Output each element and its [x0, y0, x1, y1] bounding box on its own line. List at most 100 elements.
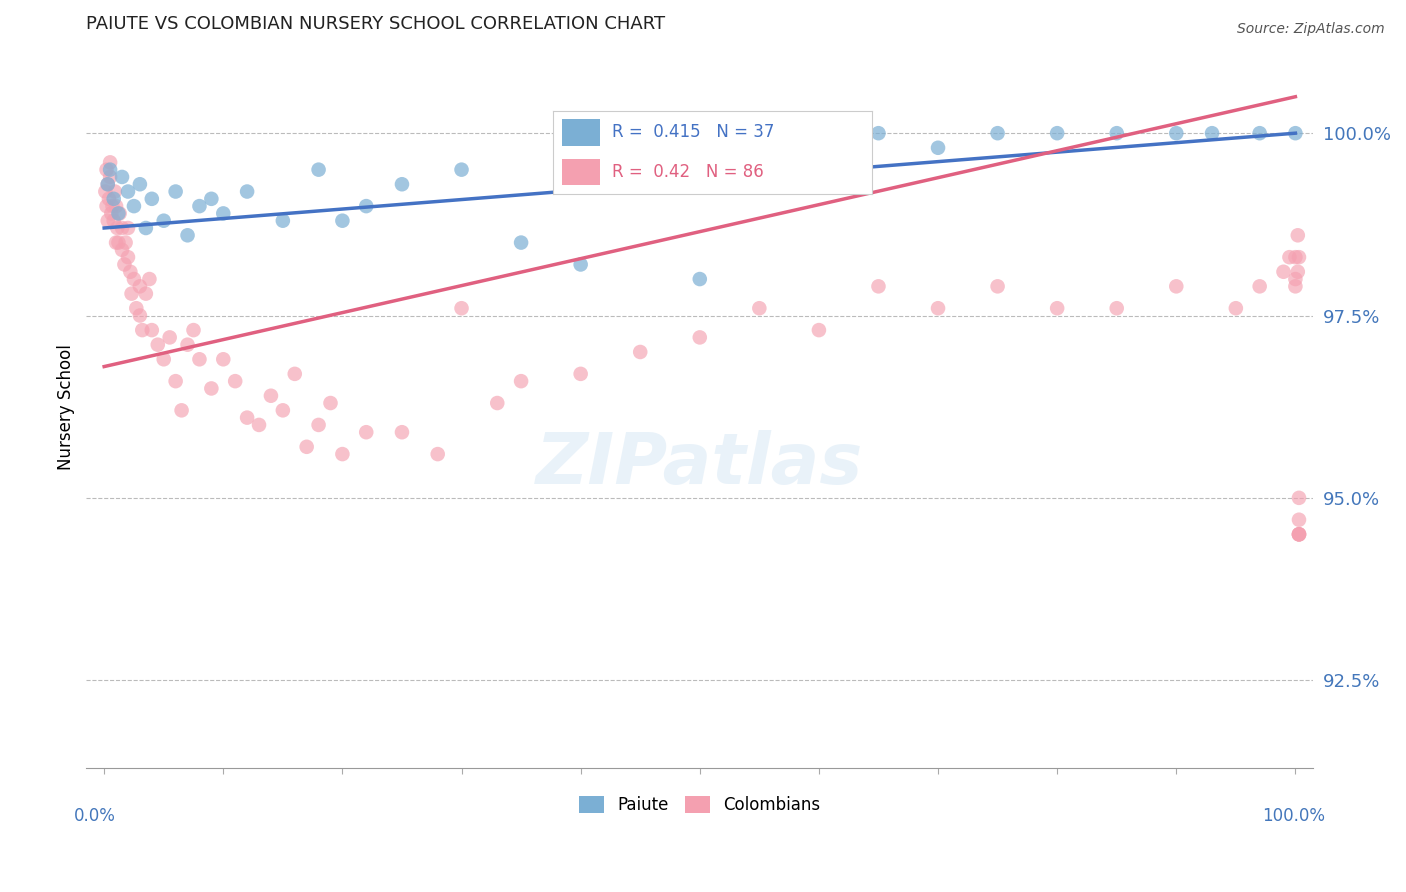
Point [1288, 527, 1310, 541]
Legend: Paiute, Colombians: Paiute, Colombians [572, 789, 827, 821]
Point [831, 162, 853, 177]
Point [94, 185, 117, 199]
Point [212, 352, 235, 367]
Y-axis label: Nursery School: Nursery School [58, 343, 75, 469]
Point [97, 178, 120, 192]
Point [569, 257, 592, 271]
Point [183, 323, 205, 337]
Point [1166, 126, 1188, 140]
Point [152, 213, 174, 227]
Point [125, 301, 148, 316]
Point [105, 235, 128, 250]
Point [97, 178, 120, 192]
Point [308, 417, 330, 432]
Point [927, 141, 949, 155]
Text: PAIUTE VS COLOMBIAN NURSERY SCHOOL CORRELATION CHART: PAIUTE VS COLOMBIAN NURSERY SCHOOL CORRE… [86, 15, 665, 33]
Point [510, 235, 533, 250]
Point [1046, 301, 1069, 316]
Point [101, 199, 124, 213]
Point [319, 396, 342, 410]
Point [1288, 250, 1310, 264]
Point [212, 206, 235, 220]
Point [450, 162, 472, 177]
Point [122, 199, 145, 213]
Point [354, 425, 377, 440]
Point [260, 389, 283, 403]
Point [96, 199, 118, 213]
Point [1046, 126, 1069, 140]
Point [1286, 265, 1309, 279]
Text: ZIPatlas: ZIPatlas [536, 430, 863, 499]
Point [107, 235, 129, 250]
Point [236, 410, 259, 425]
Point [108, 206, 131, 220]
Point [121, 286, 143, 301]
Point [97, 213, 120, 227]
Point [117, 221, 139, 235]
Point [1284, 250, 1306, 264]
Point [426, 447, 449, 461]
Point [165, 185, 187, 199]
Point [131, 323, 153, 337]
Point [176, 228, 198, 243]
Point [1249, 126, 1271, 140]
Point [1288, 527, 1310, 541]
Point [1286, 228, 1309, 243]
Point [748, 141, 770, 155]
Point [129, 178, 152, 192]
Point [1288, 527, 1310, 541]
Point [987, 279, 1010, 293]
Point [1272, 265, 1295, 279]
Point [486, 396, 509, 410]
Point [271, 403, 294, 417]
Point [510, 374, 533, 388]
Point [569, 367, 592, 381]
Point [987, 126, 1010, 140]
Point [105, 199, 128, 213]
Point [868, 279, 890, 293]
Point [188, 352, 211, 367]
Point [224, 374, 246, 388]
Point [96, 162, 118, 177]
Point [1284, 279, 1306, 293]
Point [1201, 126, 1223, 140]
Point [107, 206, 129, 220]
Point [354, 199, 377, 213]
Point [1105, 126, 1128, 140]
Point [200, 192, 222, 206]
Point [236, 185, 259, 199]
Point [111, 169, 134, 184]
Point [200, 381, 222, 395]
Point [1284, 126, 1306, 140]
Point [1284, 272, 1306, 286]
Point [112, 257, 135, 271]
Point [868, 126, 890, 140]
Point [159, 330, 181, 344]
Point [165, 374, 187, 388]
Point [111, 221, 134, 235]
Point [141, 323, 163, 337]
Point [332, 213, 354, 227]
Point [135, 286, 157, 301]
Point [295, 440, 318, 454]
Point [284, 367, 307, 381]
Point [98, 162, 121, 177]
Point [807, 323, 830, 337]
Point [105, 221, 128, 235]
Point [450, 301, 472, 316]
Point [98, 169, 121, 184]
Point [689, 272, 711, 286]
Point [1249, 279, 1271, 293]
Point [271, 213, 294, 227]
Point [117, 185, 139, 199]
Point [1278, 250, 1301, 264]
Point [176, 337, 198, 351]
Point [1288, 491, 1310, 505]
Point [927, 301, 949, 316]
Text: Source: ZipAtlas.com: Source: ZipAtlas.com [1237, 22, 1385, 37]
Point [391, 425, 413, 440]
Point [114, 235, 136, 250]
Point [1288, 527, 1310, 541]
Point [689, 330, 711, 344]
Point [100, 206, 122, 220]
